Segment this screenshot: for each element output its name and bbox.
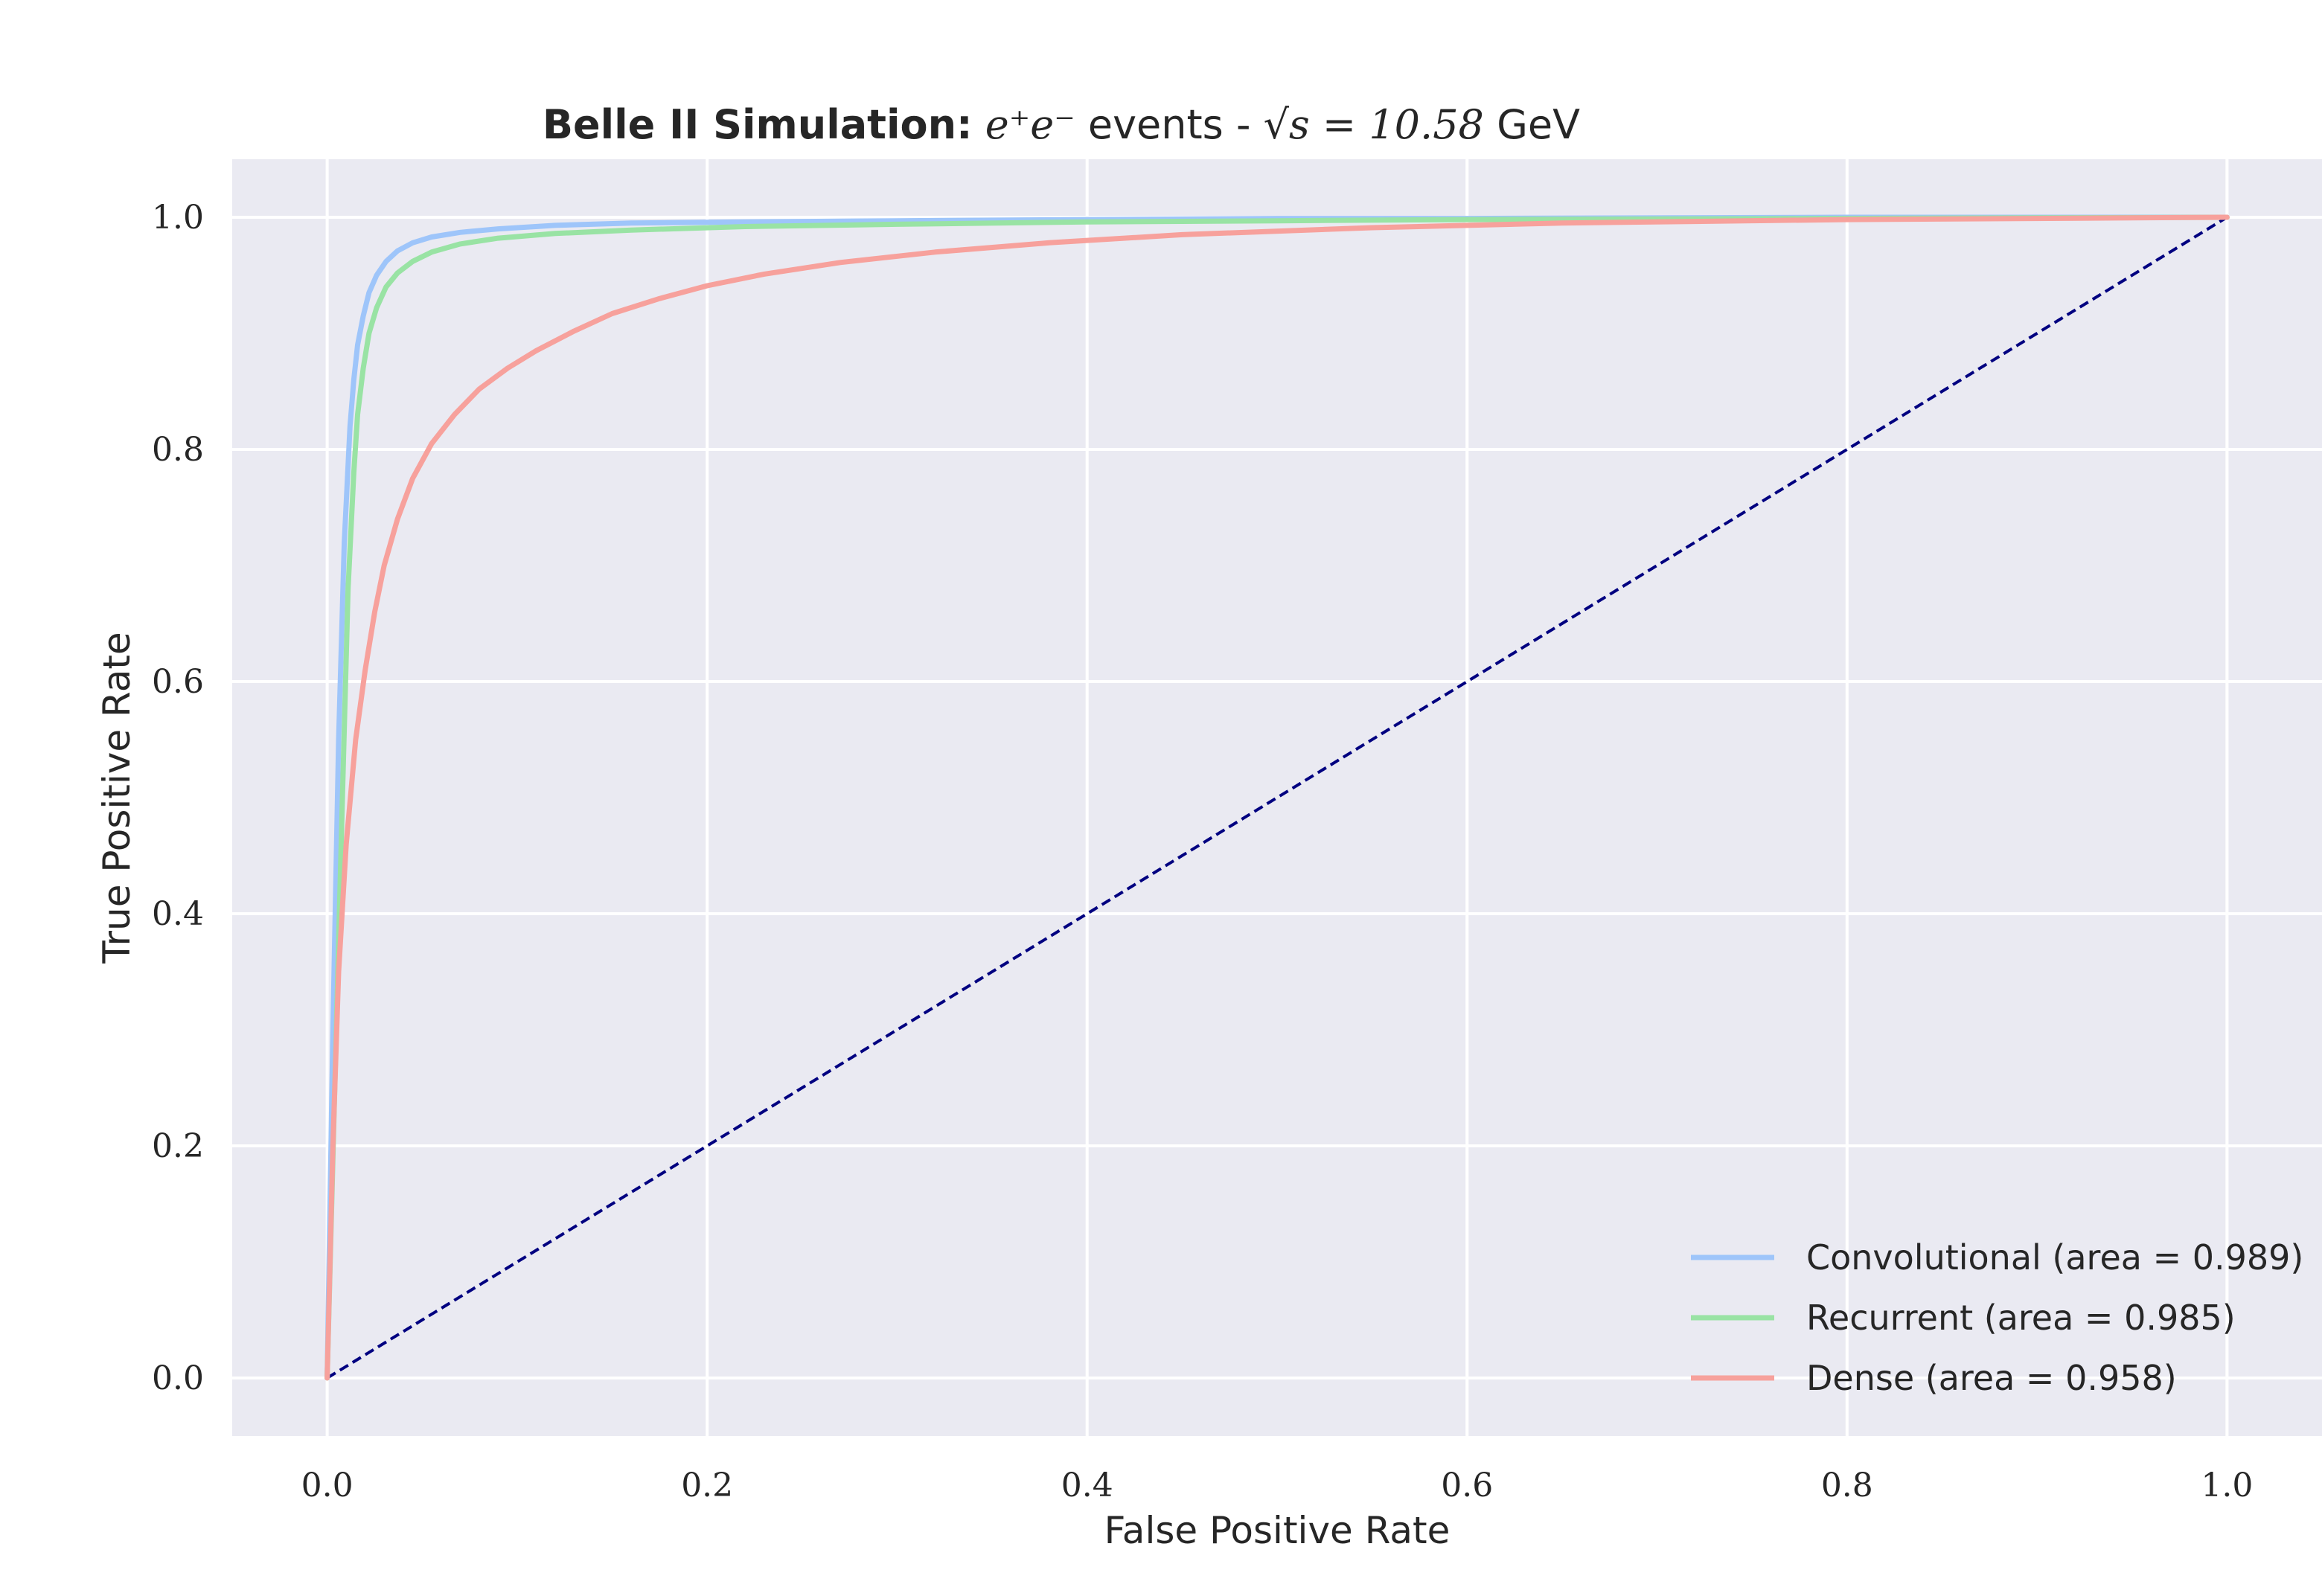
y-tick-label-1: 0.2 — [152, 1127, 204, 1165]
y-axis-label: True Positive Rate — [95, 632, 138, 964]
x-axis-label: False Positive Rate — [1104, 1509, 1451, 1552]
x-tick-label-5: 1.0 — [2201, 1467, 2253, 1504]
legend: Convolutional (area = 0.989) Recurrent (a… — [1691, 1237, 2303, 1398]
title-bold: Belle II Simulation: — [543, 101, 973, 148]
title-math-sqrt: √s = 10.58 — [1264, 101, 1484, 148]
y-tick-label-0: 0.0 — [152, 1359, 204, 1397]
x-tick-label-3: 0.6 — [1441, 1467, 1493, 1504]
y-tick-label-3: 0.6 — [152, 663, 204, 701]
series-line-2 — [324, 214, 2230, 1381]
x-tick-label-0: 0.0 — [301, 1467, 354, 1504]
legend-label-1: Recurrent (area = 0.985) — [1806, 1298, 2236, 1338]
x-tick-labels: 0.0 0.2 0.4 0.6 0.8 1.0 — [301, 1467, 2254, 1504]
title-mid: events - — [1075, 101, 1264, 148]
y-tick-label-5: 1.0 — [152, 199, 204, 237]
title-unit: GeV — [1484, 101, 1580, 148]
grid-lines — [232, 159, 2322, 1436]
chart-title: Belle II Simulation: e⁺e⁻ events - √s = … — [543, 101, 1580, 148]
legend-label-2: Dense (area = 0.958) — [1806, 1358, 2177, 1398]
y-tick-label-2: 0.4 — [152, 895, 204, 933]
x-tick-label-1: 0.2 — [681, 1467, 733, 1504]
y-tick-label-4: 0.8 — [152, 431, 204, 469]
x-tick-label-2: 0.4 — [1061, 1467, 1113, 1504]
series-line-1 — [324, 214, 2230, 1381]
y-tick-labels: 0.0 0.2 0.4 0.6 0.8 1.0 — [152, 199, 204, 1397]
x-tick-label-4: 0.8 — [1821, 1467, 1873, 1504]
legend-label-0: Convolutional (area = 0.989) — [1806, 1237, 2303, 1278]
title-math: e⁺e⁻ — [985, 101, 1075, 148]
series-group — [324, 214, 2230, 1381]
